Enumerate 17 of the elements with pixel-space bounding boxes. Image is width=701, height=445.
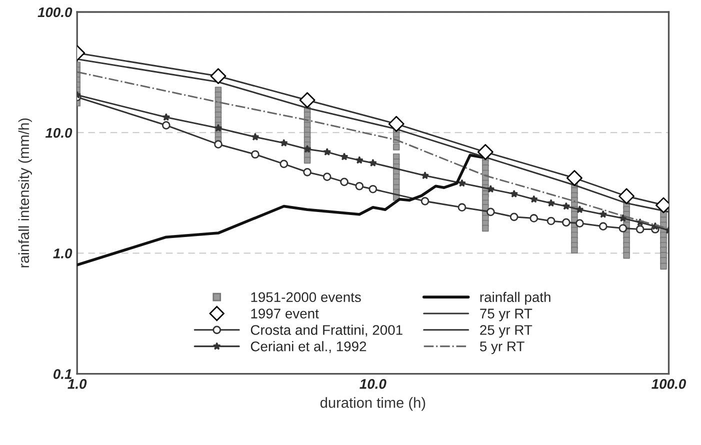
y-tick-label: 0.1 bbox=[54, 369, 72, 379]
x-tick-label: 10.0 bbox=[360, 379, 386, 389]
y-axis-title: rainfall intensity (mm/h) bbox=[18, 118, 32, 268]
legend-label: 1997 event bbox=[251, 308, 319, 318]
legend-label: Ceriani et al., 1992 bbox=[250, 341, 366, 353]
legend-label: 5 yr RT bbox=[480, 342, 524, 354]
x-axis-title: duration time (h) bbox=[320, 397, 426, 411]
legend-label: Crosta and Frattini, 2001 bbox=[250, 324, 402, 337]
x-tick-label: 100.0 bbox=[652, 379, 686, 389]
y-tick-label: 1.0 bbox=[53, 248, 72, 258]
legend-label: rainfall path bbox=[480, 292, 550, 305]
x-tick-label: 1.0 bbox=[68, 379, 87, 389]
y-tick-label: 10.0 bbox=[45, 128, 72, 138]
legend-label: 1951-2000 events bbox=[251, 292, 361, 302]
legend-label: 25 yr RT bbox=[480, 325, 532, 338]
legend-label: 75 yr RT bbox=[480, 308, 532, 322]
y-tick-label: 100.0 bbox=[38, 7, 72, 18]
